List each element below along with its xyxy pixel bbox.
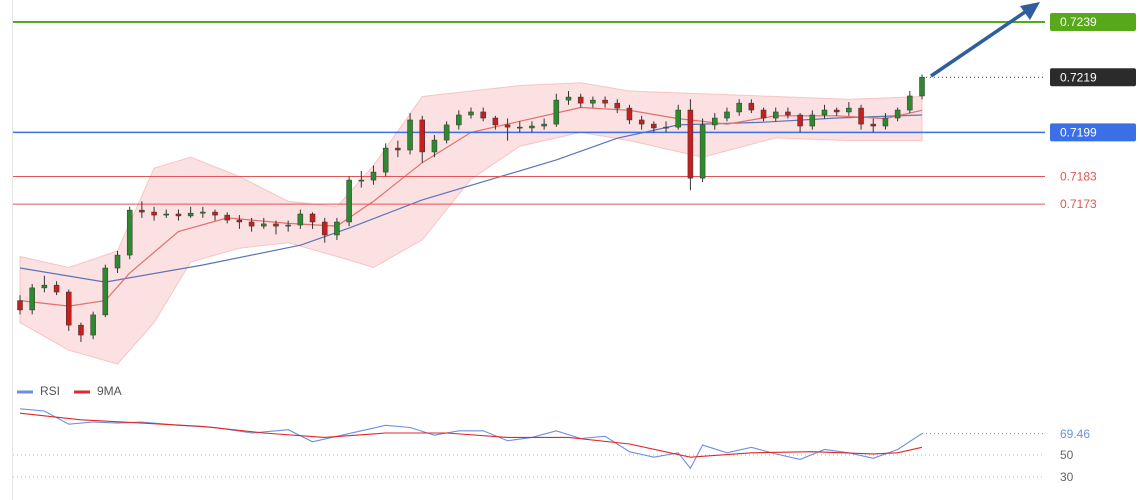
candle-body xyxy=(919,76,925,97)
candle-body xyxy=(321,221,328,236)
candle-body xyxy=(760,109,767,119)
candle-body xyxy=(541,123,547,127)
candle-body xyxy=(870,123,876,127)
last-value-label: 69.46 xyxy=(1060,427,1090,441)
candle-body xyxy=(248,221,255,227)
candle-body xyxy=(41,284,48,289)
candle-body xyxy=(78,324,84,336)
indicator-line xyxy=(19,412,923,458)
candle-body xyxy=(29,287,35,311)
legend-label: RSI xyxy=(40,384,60,398)
candle-body xyxy=(638,119,645,125)
candle-body xyxy=(90,314,96,336)
candle-body xyxy=(663,126,669,129)
candle-body xyxy=(102,267,109,316)
candle-body xyxy=(151,211,157,216)
arrow-head xyxy=(1020,2,1040,20)
candle-body xyxy=(431,139,438,153)
candle-body xyxy=(553,99,560,125)
candle-body xyxy=(565,96,572,101)
candle-body xyxy=(602,99,608,104)
candle-body xyxy=(163,213,170,216)
candle-body xyxy=(675,109,681,128)
candle-body xyxy=(358,179,365,182)
candle-body xyxy=(614,102,621,109)
level-label-box xyxy=(1050,123,1136,142)
candle-body xyxy=(858,107,864,125)
candle-body xyxy=(687,109,694,179)
candle-body xyxy=(126,209,133,256)
candle-body xyxy=(809,114,816,127)
candle-body xyxy=(382,147,389,173)
candle-body xyxy=(907,95,913,111)
candle-body xyxy=(17,300,23,311)
level-label-box xyxy=(1050,13,1136,32)
candle-body xyxy=(492,117,499,126)
candle-body xyxy=(504,124,511,128)
candle-body xyxy=(529,125,535,129)
last-price-box xyxy=(1050,68,1136,87)
candle-body xyxy=(334,221,340,236)
legend: RSI 9MA xyxy=(17,384,122,398)
level-label: 0.7173 xyxy=(1060,197,1097,211)
candle-body xyxy=(577,96,584,104)
candle-body xyxy=(224,214,230,221)
candle-body xyxy=(821,109,828,116)
candle-body xyxy=(200,211,206,214)
candle-body xyxy=(139,209,145,213)
candle-body xyxy=(187,212,194,217)
candle-body xyxy=(175,213,182,217)
candle-body xyxy=(724,111,730,119)
last-price-label: 0.7219 xyxy=(1060,70,1097,84)
level-label: 0.7183 xyxy=(1060,170,1097,184)
candle-body xyxy=(370,171,377,181)
candle-body xyxy=(699,124,706,179)
y-tick-label: 50 xyxy=(1060,448,1074,462)
indicator-line xyxy=(19,408,923,470)
candle-body xyxy=(309,213,316,223)
candle-body xyxy=(395,147,401,151)
level-label: 0.7199 xyxy=(1060,126,1097,140)
candle-body xyxy=(626,107,633,121)
candle-body xyxy=(66,291,72,326)
candle-body xyxy=(748,102,755,111)
level-label: 0.7239 xyxy=(1060,15,1097,29)
candle-body xyxy=(797,114,803,127)
candle-body xyxy=(53,284,60,293)
candle-body xyxy=(407,119,413,151)
candle-body xyxy=(712,117,718,126)
candle-body xyxy=(236,219,243,223)
candle-body xyxy=(285,224,291,227)
trend-arrow xyxy=(930,2,1040,78)
candle-body xyxy=(419,119,425,153)
candle-body xyxy=(456,114,462,126)
candle-body xyxy=(590,99,596,104)
candle-body xyxy=(882,117,889,127)
bollinger-band xyxy=(19,82,923,365)
candle-body xyxy=(273,223,279,227)
arrow-shaft xyxy=(930,8,1029,78)
candle-body xyxy=(261,223,267,227)
candle-body xyxy=(736,102,742,113)
candle-body xyxy=(443,124,450,141)
candle-body xyxy=(346,179,352,223)
candle-body xyxy=(114,254,121,269)
candle-body xyxy=(480,111,486,119)
candle-body xyxy=(651,123,657,129)
candle-body xyxy=(297,213,304,226)
moving-average xyxy=(19,106,923,307)
candle-body xyxy=(212,211,218,216)
candle-body xyxy=(772,111,779,119)
candle-body xyxy=(785,111,791,116)
y-tick-label: 30 xyxy=(1060,470,1074,484)
candle-body xyxy=(468,111,474,116)
legend-label: 9MA xyxy=(97,384,122,398)
moving-average xyxy=(19,114,923,283)
candle-body xyxy=(833,109,840,113)
candle-body xyxy=(517,126,523,129)
candle-body xyxy=(894,109,901,119)
candle-body xyxy=(846,107,852,113)
